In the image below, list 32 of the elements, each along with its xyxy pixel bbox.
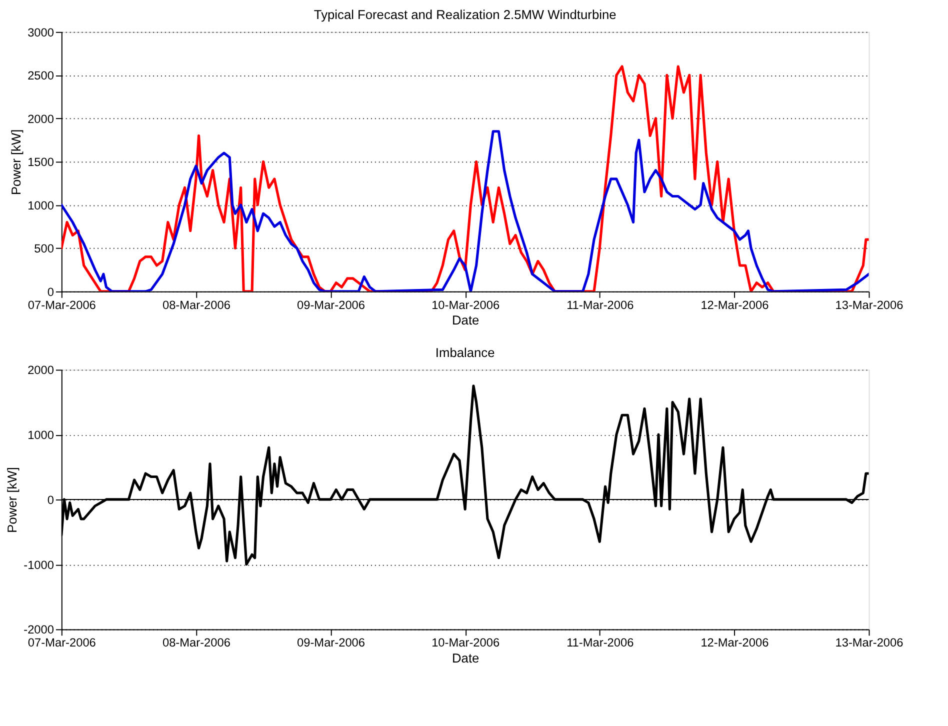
y-tick-label: 0 (47, 284, 54, 299)
x-tick-label: 12-Mar-2006 (700, 298, 770, 312)
x-tick-label: 07-Mar-2006 (28, 298, 96, 312)
y-tick-label: 1000 (28, 428, 54, 442)
x-tick-label: 08-Mar-2006 (162, 636, 231, 650)
x-tick-label: 08-Mar-2006 (162, 298, 231, 312)
x-tick-label: 09-Mar-2006 (297, 636, 366, 650)
x-tick-label: 07-Mar-2006 (28, 636, 96, 650)
x-axis-title: Date (452, 650, 480, 666)
y-axis-title: Power [kW] (4, 467, 20, 533)
y-tick-label: -2000 (24, 622, 54, 637)
x-axis-title: Date (452, 312, 480, 328)
chart-title: Imbalance (435, 344, 495, 360)
y-tick-label: 3000 (28, 25, 54, 40)
y-tick-label: 2000 (28, 112, 54, 126)
x-tick-label: 10-Mar-2006 (432, 636, 500, 650)
x-tick-label: 09-Mar-2006 (297, 298, 366, 312)
y-axis-title: Power [kW] (8, 129, 24, 196)
x-tick-label: 13-Mar-2006 (835, 298, 904, 312)
x-tick-label: 11-Mar-2006 (566, 636, 634, 650)
x-tick-label: 13-Mar-2006 (835, 636, 904, 650)
y-tick-label: 2000 (28, 363, 54, 378)
y-tick-label: 2500 (28, 68, 54, 83)
y-tick-label: 500 (34, 242, 54, 256)
x-tick-label: 12-Mar-2006 (700, 636, 770, 650)
y-tick-label: 1500 (28, 155, 54, 170)
x-tick-label: 11-Mar-2006 (566, 298, 634, 312)
x-tick-label: 10-Mar-2006 (432, 298, 500, 312)
y-tick-label: 1000 (28, 198, 54, 212)
y-tick-label: -1000 (24, 558, 54, 572)
y-tick-label: 0 (47, 492, 54, 507)
chart-title: Typical Forecast and Realization 2.5MW Windturbine (314, 7, 616, 22)
